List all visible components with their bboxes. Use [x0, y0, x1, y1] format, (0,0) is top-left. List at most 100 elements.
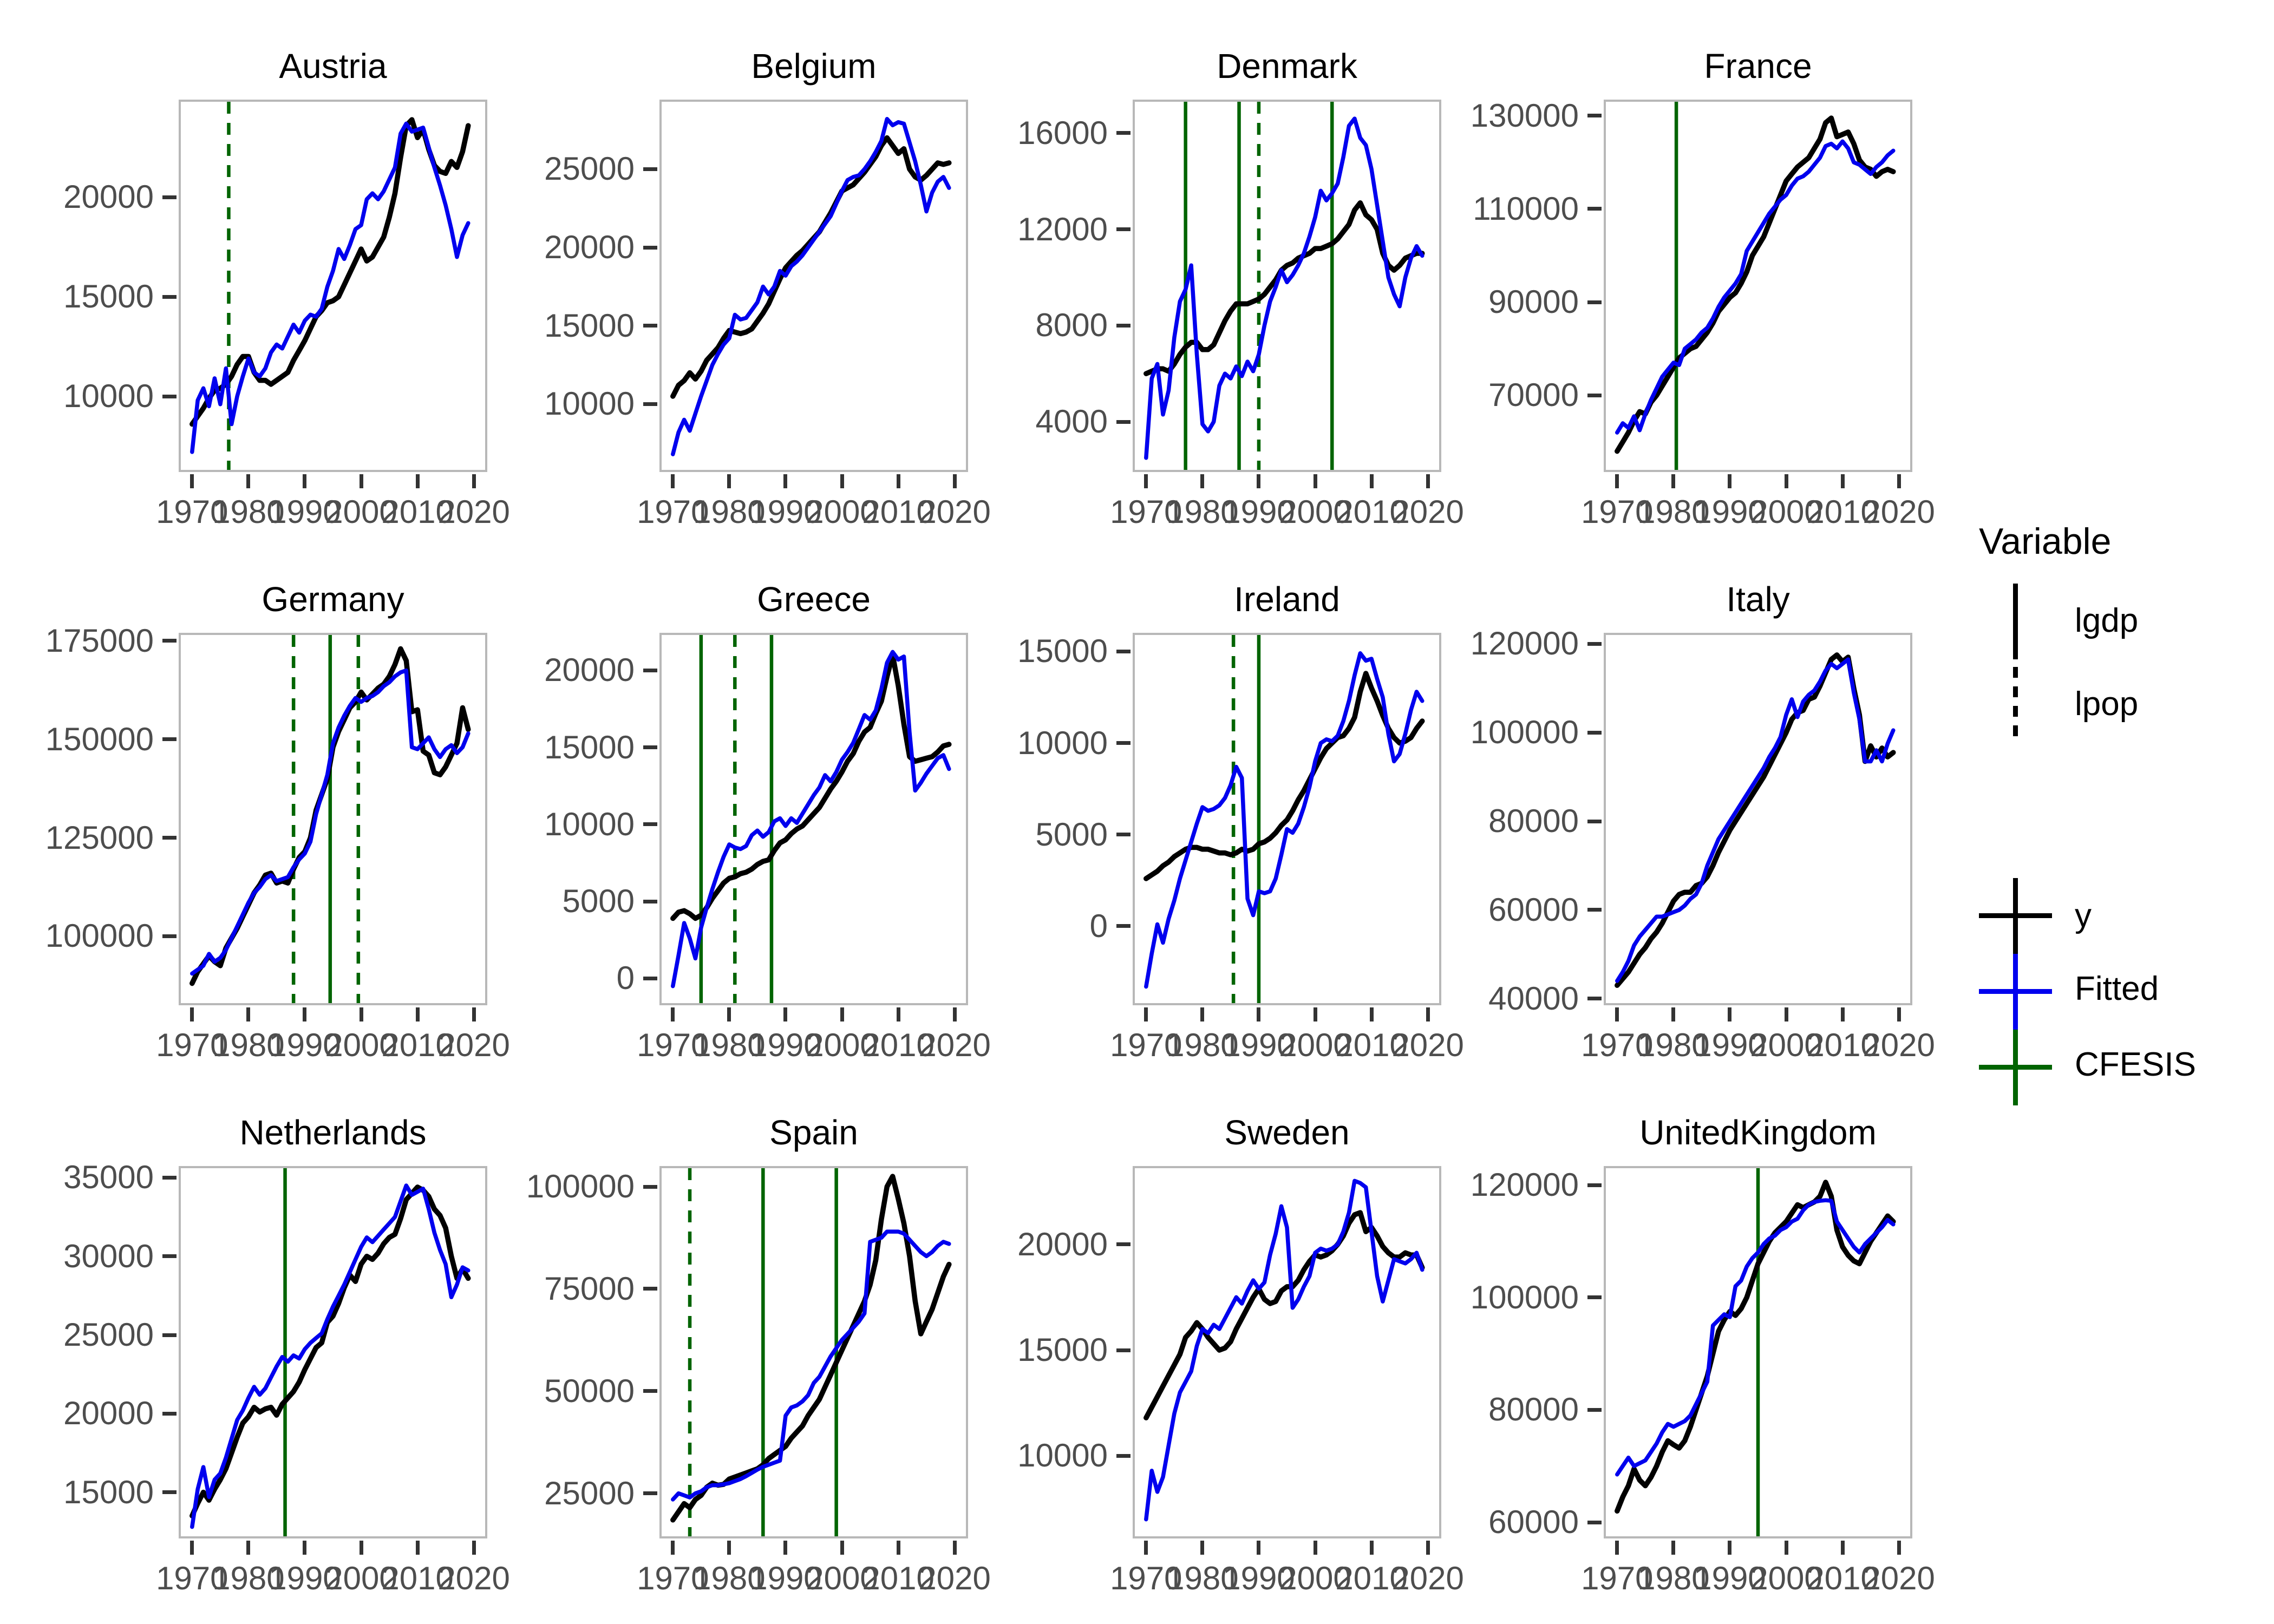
facet-panel-Belgium [659, 100, 968, 472]
y-axis-tick [643, 324, 657, 328]
y-axis-tick [1116, 741, 1131, 745]
x-axis-label: 2010 [381, 494, 454, 530]
x-axis-label: 2010 [381, 1560, 454, 1596]
facet-title-Spain: Spain [769, 1113, 858, 1152]
y-axis-label: 4000 [1035, 403, 1108, 440]
fitted-series-key-icon [1979, 989, 2052, 994]
y-series-line [1143, 1210, 1425, 1420]
y-axis-tick [162, 737, 177, 742]
x-axis-label: 1970 [1581, 494, 1654, 530]
x-axis-label: 1990 [1223, 494, 1295, 530]
x-axis-tick [1671, 474, 1676, 488]
y-axis-tick [1587, 393, 1602, 397]
y-axis-tick [162, 394, 177, 398]
y-axis-label: 40000 [1488, 980, 1579, 1017]
y-axis-label: 10000 [544, 385, 635, 422]
x-axis-label: 1990 [1223, 1027, 1295, 1063]
x-axis-tick [1728, 474, 1732, 488]
legend-item-fitted: Fitted [2075, 970, 2159, 1007]
y-axis-tick [162, 195, 177, 199]
x-axis-tick [1144, 1007, 1148, 1021]
y-axis-label: 30000 [63, 1237, 154, 1274]
x-axis-tick [952, 474, 957, 488]
x-axis-label: 1970 [637, 1560, 709, 1596]
x-axis-tick [1313, 1007, 1317, 1021]
x-axis-tick [783, 1007, 788, 1021]
y-axis-tick [1587, 997, 1602, 1001]
y-axis-tick [643, 745, 657, 750]
x-axis-tick [359, 1007, 363, 1021]
y-axis-tick [643, 1389, 657, 1393]
x-axis-label: 1970 [156, 1560, 228, 1596]
x-axis-label: 1990 [749, 1027, 822, 1063]
fitted-series-line [190, 121, 471, 454]
facet-panel-Spain [659, 1166, 968, 1538]
x-axis-label: 2020 [1863, 1560, 1935, 1596]
x-axis-tick [1200, 1541, 1205, 1555]
x-axis-tick [1426, 1007, 1430, 1021]
fitted-series-line [1615, 139, 1896, 435]
facet-panel-Italy [1604, 633, 1912, 1005]
plot-area-Greece [670, 635, 952, 1003]
x-axis-label: 2010 [862, 1027, 935, 1063]
y-axis-label: 60000 [1488, 891, 1579, 928]
x-axis-label: 2000 [806, 1027, 878, 1063]
x-axis-label: 2000 [1750, 1560, 1822, 1596]
y-axis-label: 5000 [562, 883, 635, 920]
y-axis-tick [162, 1333, 177, 1337]
x-axis-label: 2020 [437, 1560, 510, 1596]
x-axis-tick [472, 1541, 476, 1555]
y-axis-tick [643, 245, 657, 250]
x-axis-label: 1970 [1581, 1560, 1654, 1596]
y-axis-tick [1116, 323, 1131, 328]
legend-item-y: y [2075, 897, 2092, 934]
x-axis-label: 1980 [693, 494, 766, 530]
x-axis-label: 1970 [637, 494, 709, 530]
y-axis-tick [162, 1411, 177, 1416]
y-axis-label: 0 [616, 960, 635, 997]
x-axis-label: 1970 [1110, 1560, 1182, 1596]
plot-area-Italy [1615, 652, 1896, 988]
x-axis-tick [303, 474, 307, 488]
x-axis-label: 2010 [862, 1560, 935, 1596]
facet-panel-Greece [659, 633, 968, 1005]
x-axis-label: 1990 [749, 1560, 822, 1596]
y-axis-label: 120000 [1470, 625, 1579, 662]
y-series-line [1143, 671, 1425, 881]
plot-area-Ireland [1143, 635, 1425, 1003]
y-axis-tick [643, 1491, 657, 1496]
x-axis-tick [783, 474, 788, 488]
y-axis-label: 90000 [1488, 284, 1579, 320]
facet-title-Italy: Italy [1726, 580, 1790, 619]
plot-area-Spain [670, 1168, 952, 1536]
facet-panel-Austria [179, 100, 487, 472]
y-axis-tick [1587, 1183, 1602, 1187]
x-axis-tick [671, 1007, 675, 1021]
x-axis-tick [246, 1007, 251, 1021]
lgdp-solid-line-key-icon [2013, 584, 2018, 659]
x-axis-tick [1257, 1541, 1261, 1555]
y-axis-tick [1116, 420, 1131, 424]
x-axis-tick [1671, 1541, 1676, 1555]
y-axis-label: 15000 [1017, 1332, 1108, 1368]
x-axis-tick [1840, 1007, 1845, 1021]
x-axis-tick [1728, 1007, 1732, 1021]
x-axis-label: 1990 [749, 494, 822, 530]
x-axis-tick [896, 474, 900, 488]
x-axis-tick [1144, 474, 1148, 488]
y-axis-tick [643, 899, 657, 903]
plot-area-Belgium [670, 117, 952, 456]
x-axis-label: 2010 [862, 494, 935, 530]
y-axis-tick [1587, 1295, 1602, 1300]
x-axis-tick [472, 1007, 476, 1021]
plot-area-Denmark [1143, 102, 1425, 470]
x-axis-label: 1990 [269, 1560, 341, 1596]
x-axis-label: 1980 [1166, 1560, 1239, 1596]
facet-panel-UnitedKingdom [1604, 1166, 1912, 1538]
x-axis-tick [303, 1007, 307, 1021]
x-axis-tick [1840, 474, 1845, 488]
y-axis-tick [643, 402, 657, 406]
y-axis-label: 20000 [1017, 1226, 1108, 1262]
x-axis-tick [1671, 1007, 1676, 1021]
